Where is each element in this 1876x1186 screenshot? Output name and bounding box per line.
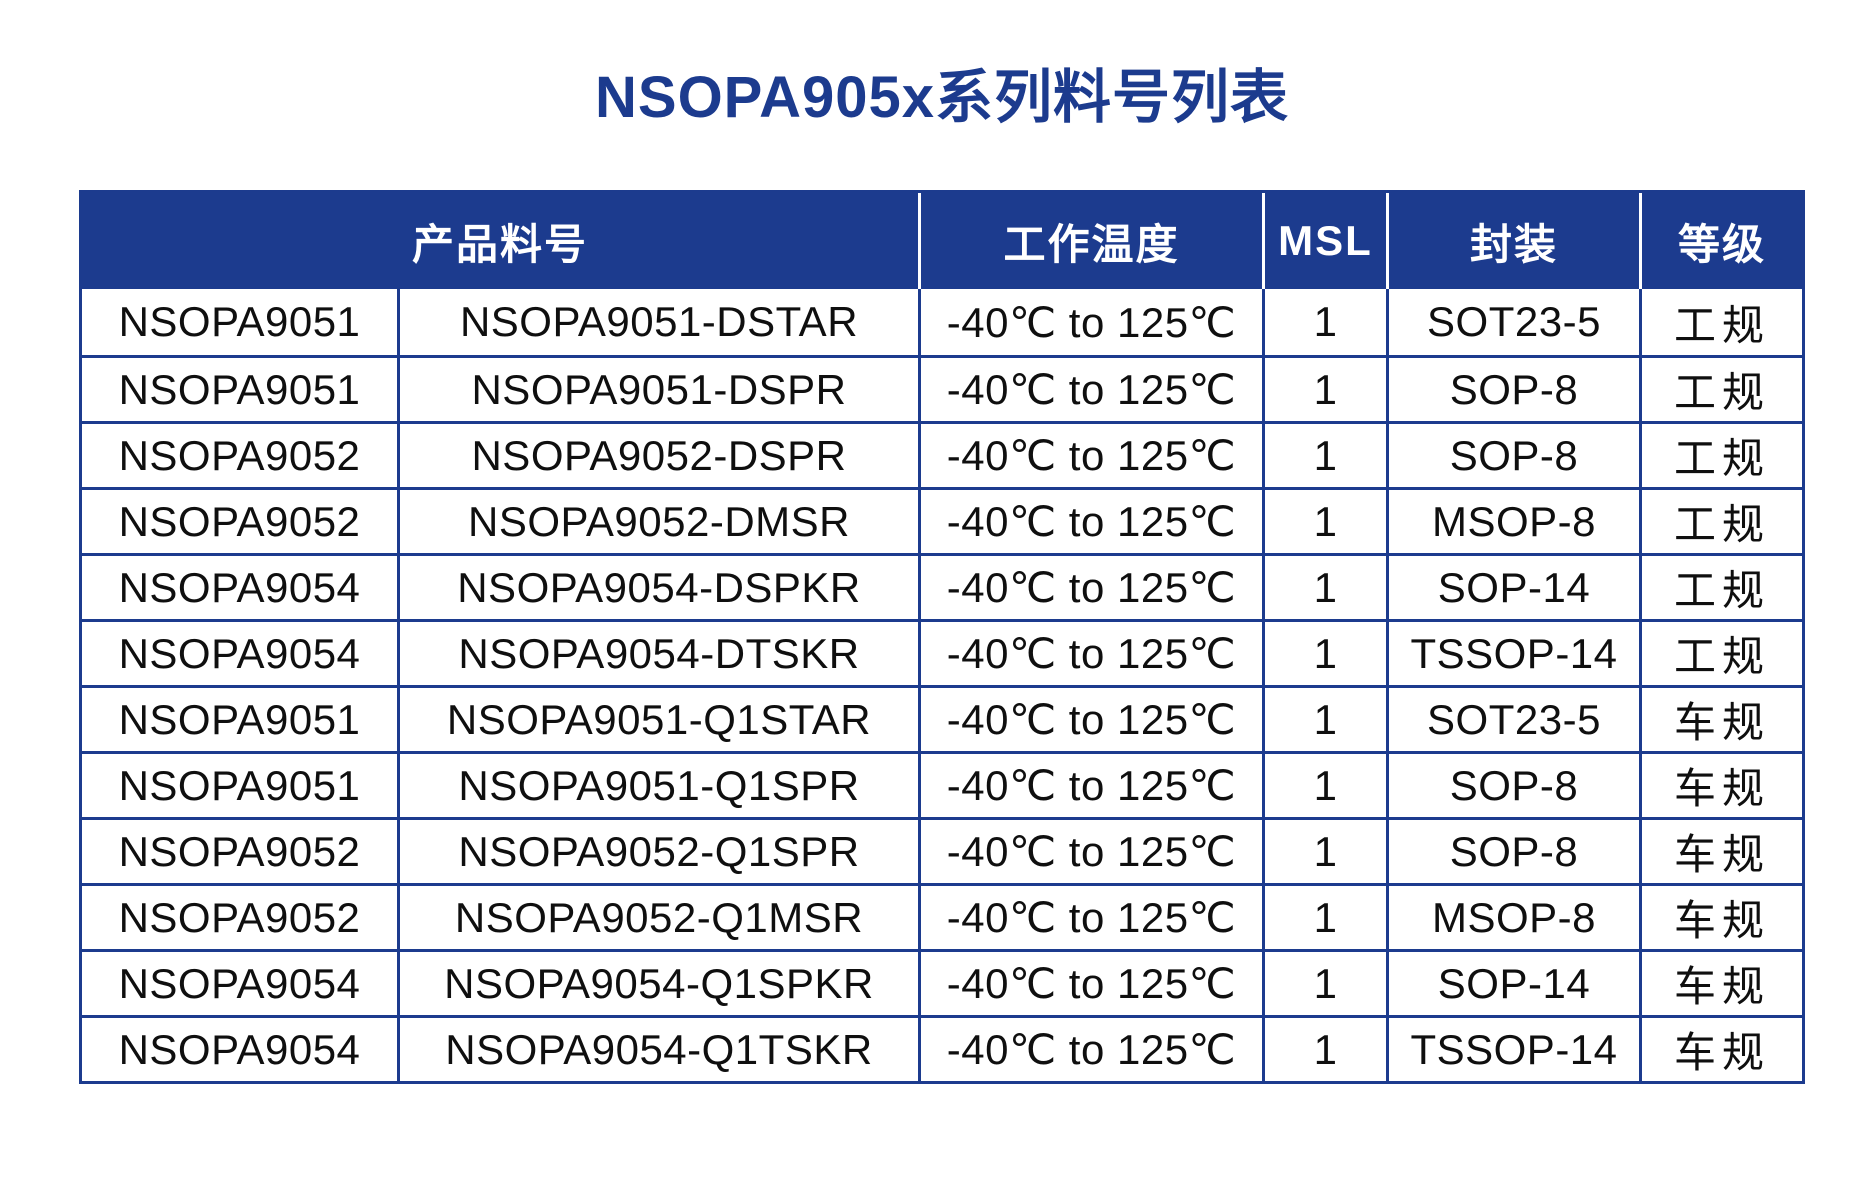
cell-product-series: NSOPA9052 [118,893,361,941]
cell-part-number: NSOPA9051-DSPR [397,358,918,421]
cell-package: MSOP-8 [1386,490,1639,553]
cell-operating-temperature: -40℃ to 125℃ [918,556,1262,619]
table-row: NSOPA9052 NSOPA9052-DMSR -40℃ to 125℃ 1 … [82,487,1802,553]
col-header-package: 封装 [1386,193,1639,289]
cell-grade: 工规 [1639,556,1802,619]
cell-part-number: NSOPA9052-DMSR [397,490,918,553]
cell-grade: 车规 [1639,1018,1802,1081]
cell-product-series: NSOPA9054 [118,959,361,1007]
table-row: NSOPA9051 NSOPA9051-Q1STAR -40℃ to 125℃ … [82,685,1802,751]
part-number-table: 产品料号 工作温度 MSL 封装 等级 NSOPA9051 NSOPA9051-… [79,190,1805,1084]
cell-part-number: NSOPA9054-DSPKR [397,556,918,619]
cell-part-number: NSOPA9051-Q1STAR [397,688,918,751]
cell-product-series: NSOPA9051 [118,365,361,413]
cell-package: SOP-8 [1386,754,1639,817]
cell-package: SOP-14 [1386,556,1639,619]
cell-part-number: NSOPA9051-Q1SPR [397,754,918,817]
cell-operating-temperature: -40℃ to 125℃ [918,358,1262,421]
cell-part-number: NSOPA9052-Q1MSR [397,886,918,949]
cell-part-number: NSOPA9051-DSTAR [397,289,918,355]
cell-msl: 1 [1262,556,1386,619]
cell-operating-temperature: -40℃ to 125℃ [918,490,1262,553]
table-header-row: 产品料号 工作温度 MSL 封装 等级 [82,193,1802,289]
table-row: NSOPA9054 NSOPA9054-DSPKR -40℃ to 125℃ 1… [82,553,1802,619]
col-header-product-part-number: 产品料号 [411,220,588,268]
table-row: NSOPA9052 NSOPA9052-Q1SPR -40℃ to 125℃ 1… [82,817,1802,883]
table-body: NSOPA9051 NSOPA9051-DSTAR -40℃ to 125℃ 1… [82,289,1802,1081]
cell-msl: 1 [1262,820,1386,883]
cell-msl: 1 [1262,886,1386,949]
cell-part-number: NSOPA9054-Q1TSKR [397,1018,918,1081]
cell-grade: 工规 [1639,622,1802,685]
cell-operating-temperature: -40℃ to 125℃ [918,289,1262,355]
cell-operating-temperature: -40℃ to 125℃ [918,886,1262,949]
cell-package: SOP-8 [1386,358,1639,421]
cell-msl: 1 [1262,358,1386,421]
cell-product-series: NSOPA9052 [118,827,361,875]
table-row: NSOPA9054 NSOPA9054-Q1TSKR -40℃ to 125℃ … [82,1015,1802,1081]
cell-package: SOT23-5 [1386,289,1639,355]
cell-operating-temperature: -40℃ to 125℃ [918,1018,1262,1081]
cell-product-series: NSOPA9052 [118,431,361,479]
cell-operating-temperature: -40℃ to 125℃ [918,952,1262,1015]
table-row: NSOPA9051 NSOPA9051-DSTAR -40℃ to 125℃ 1… [82,289,1802,355]
cell-product-series: NSOPA9051 [118,298,361,345]
cell-grade: 工规 [1639,490,1802,553]
col-header-msl: MSL [1262,193,1386,289]
cell-product-series: NSOPA9054 [118,563,361,611]
cell-part-number: NSOPA9052-DSPR [397,424,918,487]
cell-grade: 车规 [1639,688,1802,751]
page-title: NSOPA905x系列料号列表 [595,65,1289,130]
cell-msl: 1 [1262,1018,1386,1081]
cell-product-series: NSOPA9052 [118,497,361,545]
cell-part-number: NSOPA9052-Q1SPR [397,820,918,883]
cell-msl: 1 [1262,490,1386,553]
cell-grade: 工规 [1639,424,1802,487]
cell-msl: 1 [1262,754,1386,817]
table-row: NSOPA9052 NSOPA9052-Q1MSR -40℃ to 125℃ 1… [82,883,1802,949]
cell-package: SOP-8 [1386,820,1639,883]
cell-grade: 车规 [1639,820,1802,883]
cell-operating-temperature: -40℃ to 125℃ [918,754,1262,817]
cell-grade: 车规 [1639,952,1802,1015]
cell-grade: 工规 [1639,289,1802,355]
cell-grade: 工规 [1639,358,1802,421]
table-row: NSOPA9051 NSOPA9051-DSPR -40℃ to 125℃ 1 … [82,355,1802,421]
cell-grade: 车规 [1639,754,1802,817]
cell-package: TSSOP-14 [1386,622,1639,685]
cell-product-series: NSOPA9051 [118,695,361,743]
cell-part-number: NSOPA9054-Q1SPKR [397,952,918,1015]
cell-operating-temperature: -40℃ to 125℃ [918,820,1262,883]
cell-msl: 1 [1262,622,1386,685]
col-header-grade: 等级 [1639,193,1802,289]
cell-package: SOT23-5 [1386,688,1639,751]
cell-operating-temperature: -40℃ to 125℃ [918,622,1262,685]
cell-msl: 1 [1262,289,1386,355]
cell-package: SOP-8 [1386,424,1639,487]
cell-msl: 1 [1262,952,1386,1015]
table-row: NSOPA9051 NSOPA9051-Q1SPR -40℃ to 125℃ 1… [82,751,1802,817]
cell-operating-temperature: -40℃ to 125℃ [918,424,1262,487]
cell-grade: 车规 [1639,886,1802,949]
cell-product-series: NSOPA9054 [118,629,361,677]
table-row: NSOPA9054 NSOPA9054-Q1SPKR -40℃ to 125℃ … [82,949,1802,1015]
table-row: NSOPA9052 NSOPA9052-DSPR -40℃ to 125℃ 1 … [82,421,1802,487]
cell-msl: 1 [1262,688,1386,751]
cell-operating-temperature: -40℃ to 125℃ [918,688,1262,751]
cell-part-number: NSOPA9054-DTSKR [397,622,918,685]
cell-package: MSOP-8 [1386,886,1639,949]
cell-package: SOP-14 [1386,952,1639,1015]
table-row: NSOPA9054 NSOPA9054-DTSKR -40℃ to 125℃ 1… [82,619,1802,685]
col-header-operating-temperature: 工作温度 [918,193,1262,289]
cell-product-series: NSOPA9051 [118,761,361,809]
cell-product-series: NSOPA9054 [118,1025,361,1073]
cell-msl: 1 [1262,424,1386,487]
cell-package: TSSOP-14 [1386,1018,1639,1081]
